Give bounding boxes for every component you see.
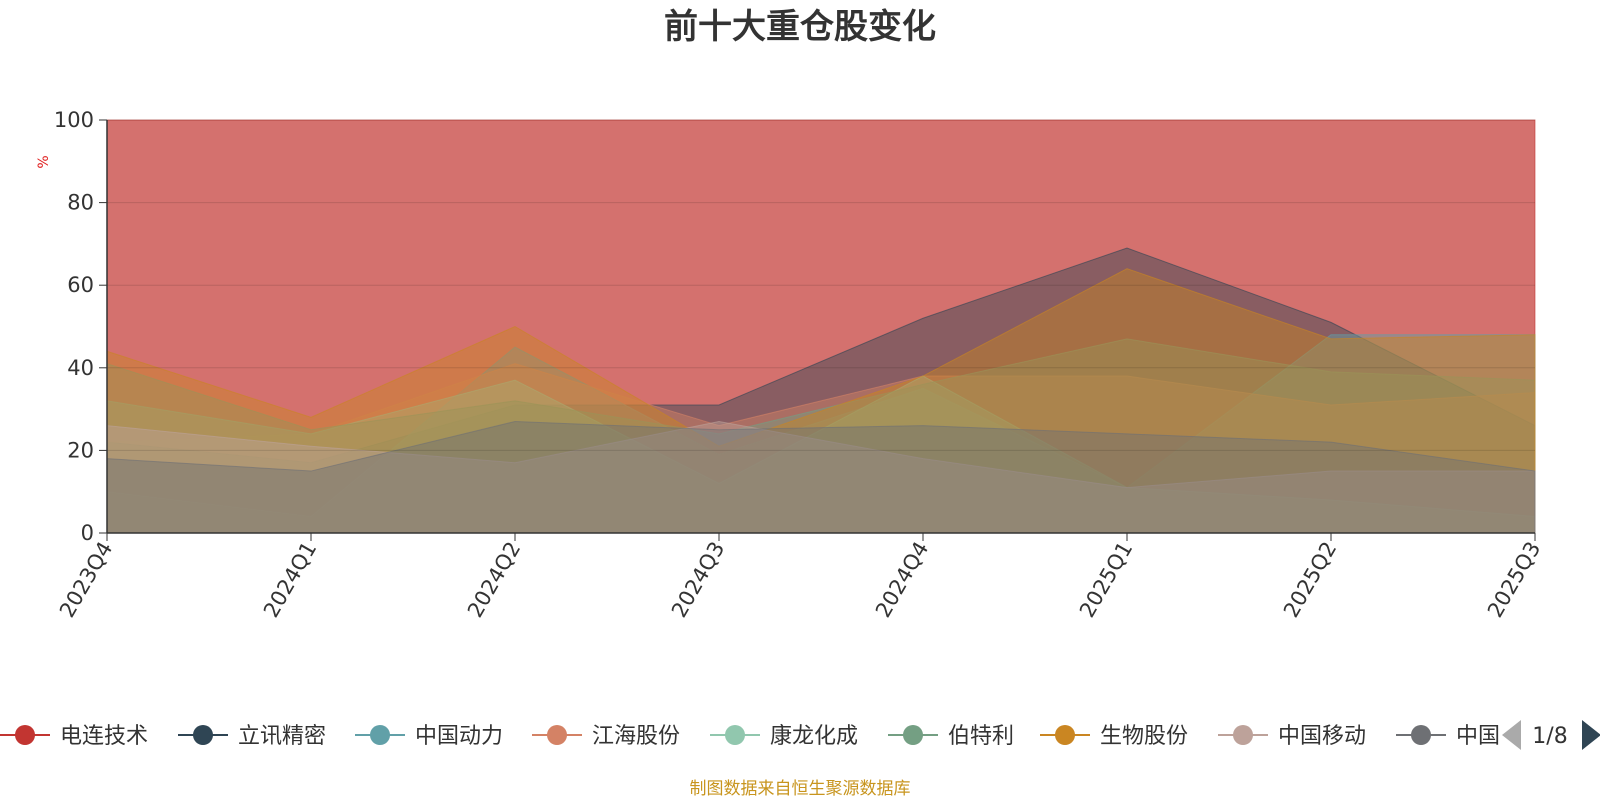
legend-item-4[interactable]: 江海股份 — [532, 724, 680, 749]
x-tick-label: 2024Q3 — [667, 538, 729, 622]
series-area-7 — [106, 268, 1536, 534]
legend-label: 中国动力 — [415, 724, 503, 749]
source-note: 制图数据来自恒生聚源数据库 — [690, 779, 911, 799]
series-area-1 — [106, 119, 1536, 534]
legend-item-8[interactable]: 中国移动 — [1218, 724, 1366, 749]
legend-label: 伯特利 — [948, 724, 1014, 749]
legend-item-9[interactable]: 中国 — [1396, 724, 1500, 749]
legend-item-5[interactable]: 康龙化成 — [710, 724, 858, 749]
grid-lines — [107, 119, 1535, 451]
legend-item-7[interactable]: 生物股份 — [1040, 724, 1188, 749]
legend-label: 生物股份 — [1100, 724, 1188, 749]
plot-areas — [106, 119, 1536, 534]
y-tick-label: 40 — [67, 356, 94, 380]
x-tick-label: 2025Q2 — [1279, 538, 1341, 622]
legend-item-1[interactable]: 电连技术 — [0, 724, 148, 749]
x-tick-label: 2025Q1 — [1075, 538, 1137, 622]
x-tick-label: 2024Q4 — [871, 538, 933, 622]
legend-swatch-circle — [1233, 725, 1253, 745]
legend-prev-icon[interactable] — [1502, 720, 1521, 750]
y-tick-label: 0 — [81, 521, 94, 545]
y-tick-label: 20 — [67, 438, 94, 462]
legend[interactable]: 电连技术 立讯精密 中国动力 江海股份 康龙化成 伯特利 生物股份 中国移动 中国 — [0, 724, 1500, 749]
legend-swatch-circle — [547, 725, 567, 745]
legend-item-2[interactable]: 立讯精密 — [178, 724, 326, 749]
legend-swatch-circle — [193, 725, 213, 745]
legend-label: 立讯精密 — [238, 724, 326, 749]
legend-label: 电连技术 — [60, 724, 148, 749]
chart-title: 前十大重仓股变化 — [664, 7, 936, 47]
x-tick-label: 2024Q1 — [259, 538, 321, 622]
legend-swatch-circle — [1411, 725, 1431, 745]
legend-swatch-circle — [1055, 725, 1075, 745]
legend-label: 江海股份 — [592, 724, 680, 749]
x-tick-label: 2025Q3 — [1483, 538, 1545, 622]
legend-swatch-circle — [370, 725, 390, 745]
legend-item-3[interactable]: 中国动力 — [355, 724, 503, 749]
legend-swatch-circle — [725, 725, 745, 745]
legend-swatch-circle — [15, 725, 35, 745]
y-tick-label: 80 — [67, 191, 94, 215]
x-tick-label: 2024Q2 — [463, 538, 525, 622]
legend-item-6[interactable]: 伯特利 — [888, 724, 1014, 749]
series-area-9 — [106, 420, 1536, 534]
legend-swatch-circle — [903, 725, 923, 745]
legend-page-indicator: 1/8 — [1532, 724, 1567, 749]
y-tick-label: 100 — [54, 108, 94, 132]
y-axis-unit-label: % — [36, 155, 52, 168]
legend-label: 中国 — [1456, 724, 1500, 749]
legend-label: 康龙化成 — [770, 724, 858, 749]
y-tick-label: 60 — [67, 273, 94, 297]
x-tick-label: 2023Q4 — [55, 538, 117, 622]
legend-label: 中国移动 — [1278, 724, 1366, 749]
legend-pager[interactable]: 1/8 — [1502, 720, 1600, 750]
legend-next-icon[interactable] — [1582, 720, 1600, 750]
